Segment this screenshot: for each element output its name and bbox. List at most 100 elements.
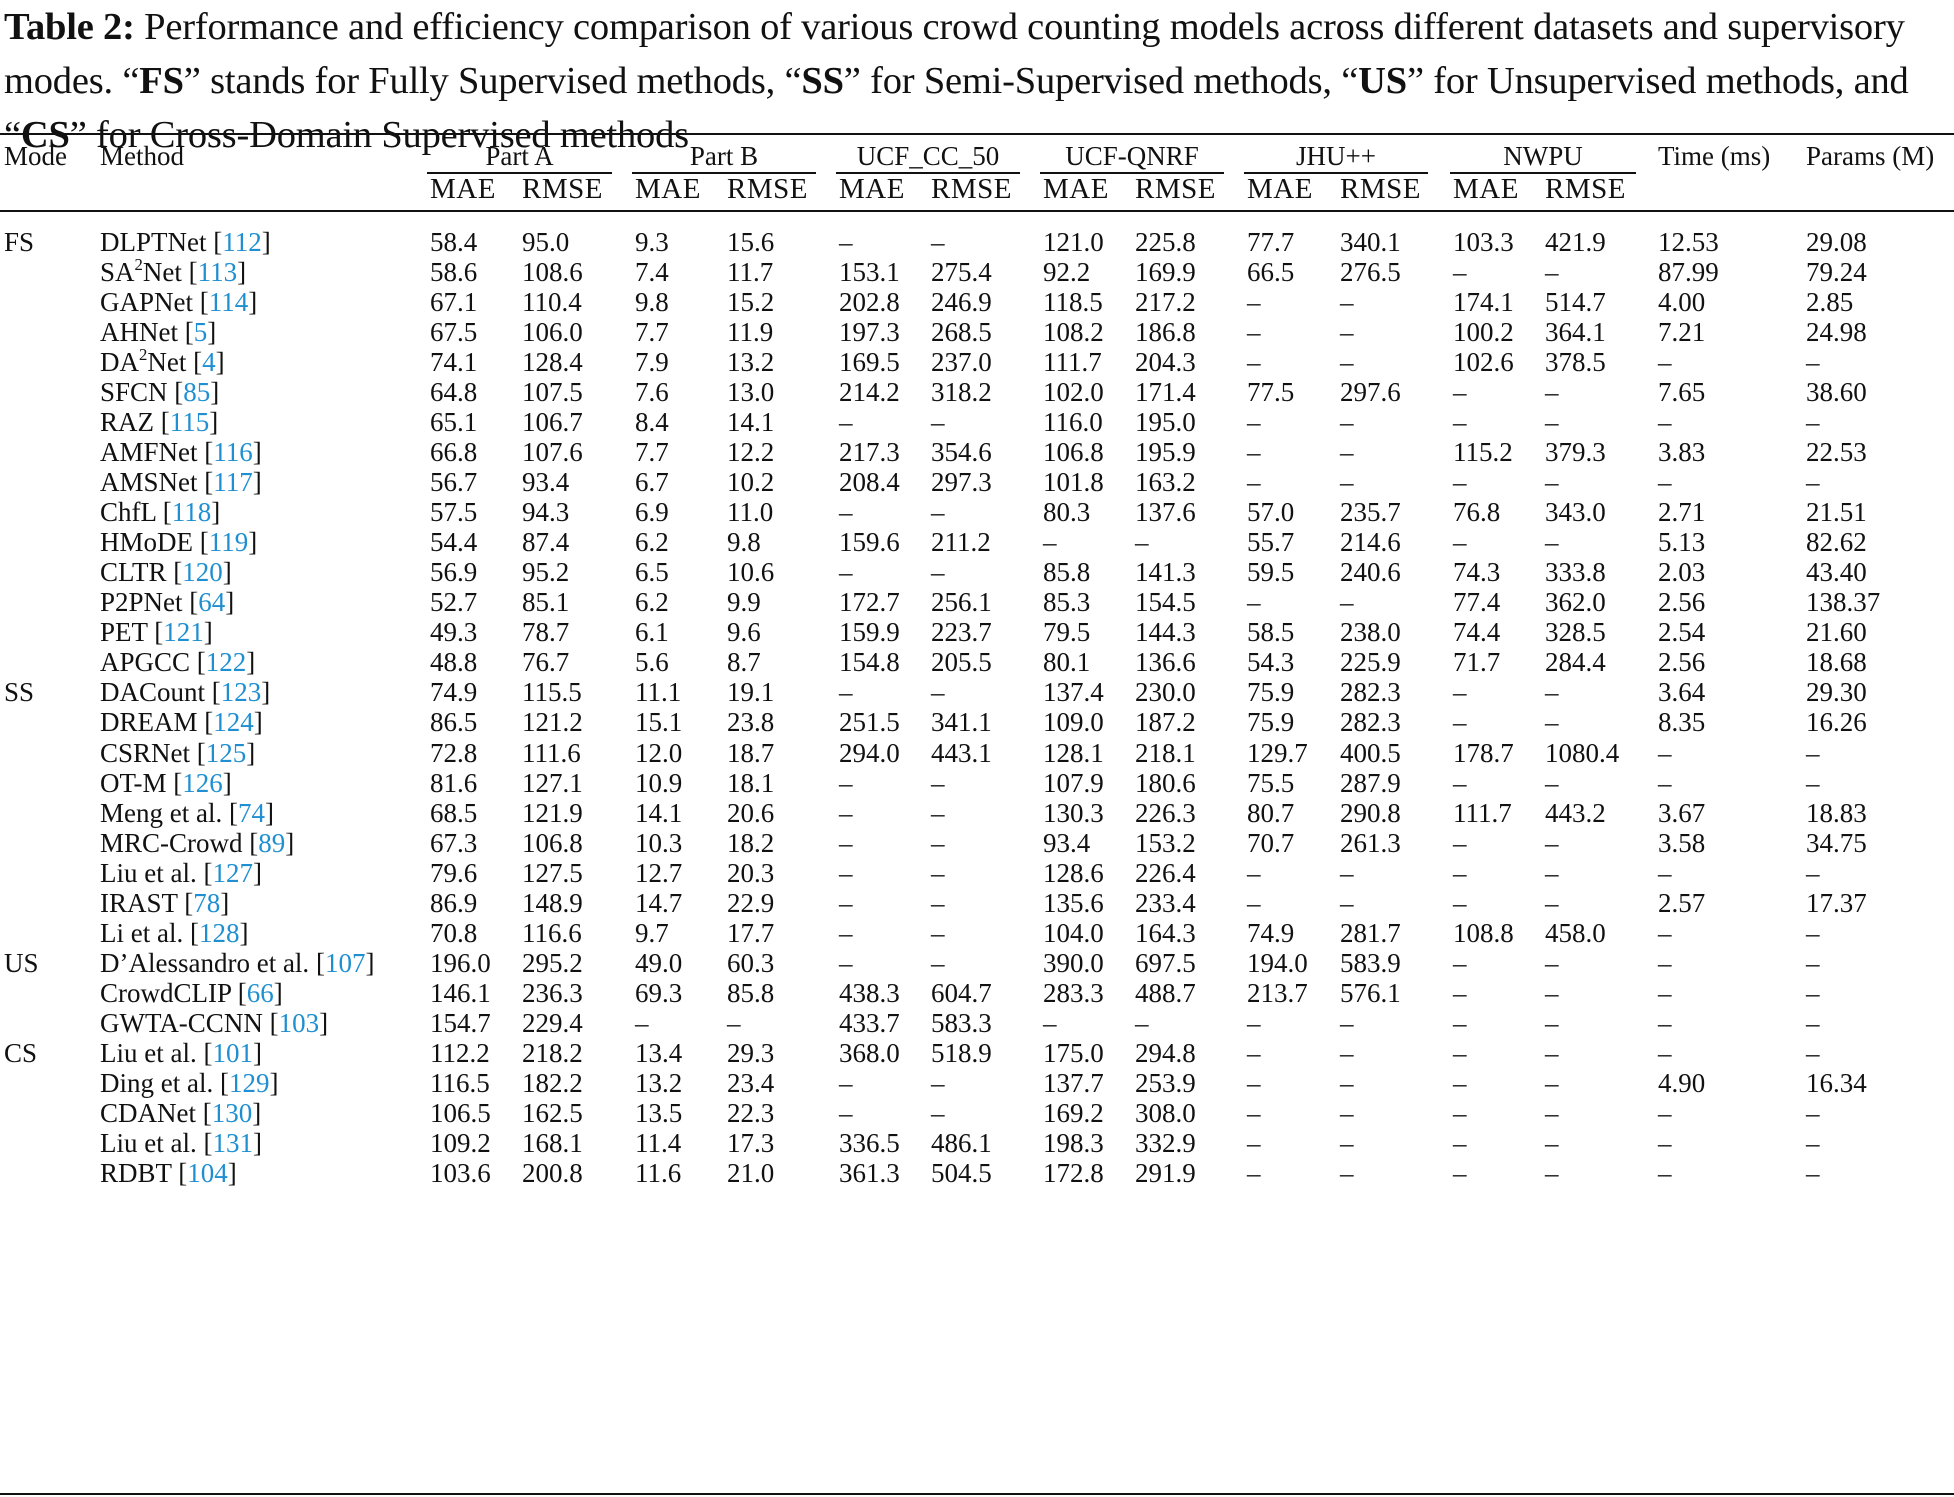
citation-link[interactable]: 114 — [208, 287, 249, 317]
table-cell: – — [1545, 978, 1559, 1008]
table-cell: 159.6 — [839, 527, 900, 557]
table-cell: – — [1658, 1158, 1672, 1188]
table-cell: 268.5 — [931, 317, 992, 347]
table-cell: – — [1340, 1158, 1354, 1188]
citation-link[interactable]: 123 — [220, 677, 262, 707]
caption-label: Table 2: — [4, 6, 135, 48]
citation-link[interactable]: 127 — [212, 858, 253, 888]
table-cell: – — [1340, 1068, 1354, 1098]
table-cell: – — [1545, 677, 1559, 707]
citation-link[interactable]: 4 — [202, 347, 216, 377]
header-rmse: RMSE — [1545, 173, 1626, 205]
citation-link[interactable]: 116 — [213, 437, 253, 467]
citation-link[interactable]: 89 — [258, 828, 286, 858]
table-cell: 82.62 — [1806, 527, 1867, 557]
table-cell: 604.7 — [931, 978, 992, 1008]
table-cell: – — [1545, 1158, 1559, 1188]
table-cell: 153.1 — [839, 257, 900, 287]
table-cell: 86.9 — [430, 888, 478, 918]
table-cell: 13.0 — [727, 377, 775, 407]
table-cell: 15.6 — [727, 227, 775, 257]
citation-link[interactable]: 124 — [213, 707, 254, 737]
table-cell: 237.0 — [931, 347, 992, 377]
citation-link[interactable]: 107 — [324, 948, 366, 978]
table-cell: 214.6 — [1340, 527, 1401, 557]
citation-link[interactable]: 128 — [198, 918, 240, 948]
table-cell: 253.9 — [1135, 1068, 1196, 1098]
table-cell: 18.7 — [727, 738, 775, 768]
table-cell: 287.9 — [1340, 768, 1401, 798]
table-cell: – — [1453, 858, 1467, 888]
table-cell: 13.4 — [635, 1038, 683, 1068]
table-cell: 6.9 — [635, 497, 669, 527]
method-name: SA2Net [113] — [100, 254, 247, 287]
table-cell: 486.1 — [931, 1128, 992, 1158]
citation-link[interactable]: 103 — [278, 1008, 320, 1038]
citation-link[interactable]: 115 — [169, 407, 210, 437]
table-cell: 9.6 — [727, 617, 761, 647]
table-cell: 240.6 — [1340, 557, 1401, 587]
citation-link[interactable]: 104 — [187, 1158, 228, 1188]
citation-link[interactable]: 130 — [211, 1098, 253, 1128]
citation-link[interactable]: 122 — [205, 647, 247, 677]
citation-link[interactable]: 118 — [171, 497, 212, 527]
header-dataset: Part A — [485, 141, 554, 171]
citation-link[interactable]: 119 — [208, 527, 249, 557]
table-cell: 22.3 — [727, 1098, 775, 1128]
table-cell: – — [839, 557, 853, 587]
header-underline — [1450, 172, 1636, 174]
citation-link[interactable]: 121 — [163, 617, 204, 647]
table-cell: 226.4 — [1135, 858, 1196, 888]
table-cell: 6.2 — [635, 527, 669, 557]
table-cell: 137.6 — [1135, 497, 1196, 527]
table-cell: 69.3 — [635, 978, 683, 1008]
citation-link[interactable]: 101 — [212, 1038, 253, 1068]
table-cell: 127.1 — [522, 768, 583, 798]
table-cell: 225.8 — [1135, 227, 1196, 257]
citation-link[interactable]: 117 — [213, 467, 253, 497]
citation-link[interactable]: 85 — [183, 377, 211, 407]
table-cell: 174.1 — [1453, 287, 1514, 317]
table-cell: – — [1453, 1158, 1467, 1188]
table-cell: 2.54 — [1658, 617, 1706, 647]
table-cell: – — [1658, 347, 1672, 377]
citation-link[interactable]: 64 — [198, 587, 226, 617]
table-cell: – — [1545, 888, 1559, 918]
table-cell: – — [1806, 858, 1820, 888]
table-cell: – — [1247, 1008, 1261, 1038]
citation-link[interactable]: 126 — [182, 768, 223, 798]
citation-link[interactable]: 113 — [197, 257, 238, 287]
citation-link[interactable]: 131 — [212, 1128, 253, 1158]
table-cell: 583.9 — [1340, 948, 1401, 978]
table-cell: 233.4 — [1135, 888, 1196, 918]
citation-link[interactable]: 66 — [246, 978, 274, 1008]
table-cell: 70.7 — [1247, 828, 1295, 858]
citation-link[interactable]: 74 — [237, 798, 265, 828]
table-cell: 121.2 — [522, 707, 583, 737]
table-cell: – — [727, 1008, 741, 1038]
table-cell: 64.8 — [430, 377, 478, 407]
citation-link[interactable]: 129 — [228, 1068, 270, 1098]
citation-link[interactable]: 5 — [193, 317, 208, 347]
table-cell: 488.7 — [1135, 978, 1196, 1008]
header-method: Method — [100, 141, 184, 171]
table-cell: 171.4 — [1135, 377, 1196, 407]
citation-link[interactable]: 125 — [205, 738, 247, 768]
table-cell: 4.90 — [1658, 1068, 1706, 1098]
table-cell: 80.3 — [1043, 497, 1091, 527]
table-cell: – — [931, 677, 945, 707]
citation-link[interactable]: 112 — [222, 227, 262, 257]
table-cell: 284.4 — [1545, 647, 1606, 677]
table-cell: – — [1545, 377, 1559, 407]
table-cell: 178.7 — [1453, 738, 1514, 768]
header-underline — [427, 172, 612, 174]
table-cell: – — [1043, 1008, 1057, 1038]
header-dataset: Part B — [689, 141, 759, 171]
table-cell: 333.8 — [1545, 557, 1606, 587]
table-cell: 127.5 — [522, 858, 583, 888]
table-cell: 101.8 — [1043, 467, 1104, 497]
mode-label: CS — [4, 1038, 38, 1068]
citation-link[interactable]: 120 — [182, 557, 223, 587]
citation-link[interactable]: 78 — [193, 888, 221, 918]
table-cell: 175.0 — [1043, 1038, 1104, 1068]
